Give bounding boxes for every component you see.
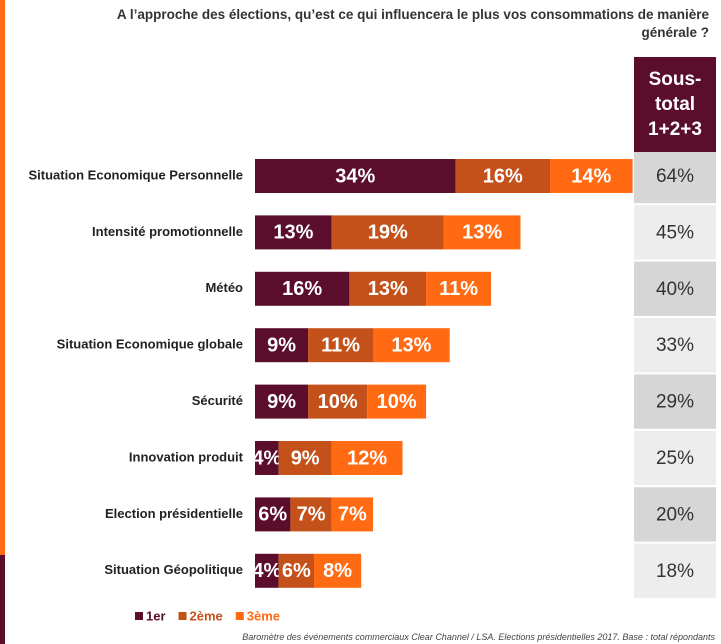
bar-segment xyxy=(255,328,309,363)
value-label: 10% xyxy=(377,391,417,413)
bar-segment xyxy=(373,328,450,363)
bar-segment xyxy=(314,553,362,588)
legend-label: 3ème xyxy=(247,608,280,623)
value-label: 8% xyxy=(323,560,352,582)
bar-segment xyxy=(426,271,491,306)
value-label: 4% xyxy=(252,560,281,582)
value-label: 6% xyxy=(282,560,311,582)
chart-title: A l’approche des élections, qu’est ce qu… xyxy=(116,7,709,40)
category-label: Election présidentielle xyxy=(105,506,243,521)
bar-segment xyxy=(331,215,444,250)
bar-segment xyxy=(349,271,427,306)
bar-segment xyxy=(255,215,332,250)
subtotal-value: 45% xyxy=(656,222,694,243)
value-label: 4% xyxy=(252,447,281,469)
subtotal-cell xyxy=(634,261,716,316)
bar-segment xyxy=(278,553,314,588)
subtotal-cell xyxy=(634,543,716,598)
bar-segment xyxy=(443,215,521,250)
subtotal-value: 18% xyxy=(656,561,694,582)
subtotal-value: 64% xyxy=(656,166,694,187)
legend-label: 1er xyxy=(146,608,166,623)
value-label: 9% xyxy=(267,391,296,413)
value-label: 34% xyxy=(335,165,375,187)
bar-segment xyxy=(331,497,373,532)
subtotal-value: 40% xyxy=(656,279,694,300)
subtotal-cell xyxy=(634,205,716,260)
category-label: Situation Economique Personnelle xyxy=(28,167,243,182)
bar-segment xyxy=(255,271,350,306)
side-stripe xyxy=(0,555,5,644)
legend-swatch xyxy=(135,612,143,620)
category-label: Situation Géopolitique xyxy=(104,562,243,577)
value-label: 7% xyxy=(338,504,367,526)
subtotal-cell xyxy=(634,148,716,204)
value-label: 7% xyxy=(297,504,326,526)
value-label: 13% xyxy=(273,222,313,244)
footnote: Baromètre des événements commerciaux Cle… xyxy=(242,632,715,642)
value-label: 16% xyxy=(483,165,523,187)
value-label: 11% xyxy=(321,334,360,356)
subtotal-cell xyxy=(634,487,716,542)
legend-swatch xyxy=(178,612,187,620)
subtotal-cell xyxy=(634,318,716,373)
value-label: 14% xyxy=(571,165,611,187)
bar-segment xyxy=(255,553,279,588)
bar-segment xyxy=(255,497,291,532)
value-label: 13% xyxy=(462,222,502,244)
bar-segment xyxy=(308,328,373,363)
bar-segment xyxy=(331,441,403,475)
bar-segment xyxy=(550,159,633,193)
category-label: Situation Economique globale xyxy=(57,337,243,352)
subtotal-value: 33% xyxy=(656,335,694,356)
category-label: Sécurité xyxy=(192,393,243,408)
subtotal-value: 20% xyxy=(656,504,694,525)
value-label: 12% xyxy=(347,447,387,469)
bar-segment xyxy=(255,441,279,475)
bar-segment xyxy=(308,384,368,419)
subtotal-cell xyxy=(634,374,716,429)
bar-segment xyxy=(278,441,332,475)
subtotal-value: 29% xyxy=(656,392,694,413)
value-label: 10% xyxy=(318,391,358,413)
subtotal-cell xyxy=(634,430,716,486)
category-label: Innovation produit xyxy=(129,449,244,464)
value-label: 19% xyxy=(368,222,408,244)
category-label: Météo xyxy=(205,280,243,295)
bar-segment xyxy=(290,497,332,532)
value-label: 6% xyxy=(258,504,287,526)
subtotal-header: Sous-total 1+2+3 xyxy=(634,57,716,152)
value-label: 13% xyxy=(391,334,431,356)
legend-swatch xyxy=(235,612,244,620)
value-label: 9% xyxy=(267,334,296,356)
bar-segment xyxy=(455,159,550,193)
value-label: 11% xyxy=(439,278,478,300)
value-label: 13% xyxy=(368,278,408,300)
bar-segment xyxy=(367,384,427,419)
value-label: 16% xyxy=(282,278,322,300)
legend-label: 2ème xyxy=(190,608,223,623)
bar-segment xyxy=(255,384,309,419)
subtotal-value: 25% xyxy=(656,448,694,469)
side-stripe xyxy=(0,0,5,555)
value-label: 9% xyxy=(291,447,320,469)
bar-segment xyxy=(255,159,456,193)
category-label: Intensité promotionnelle xyxy=(92,224,243,239)
